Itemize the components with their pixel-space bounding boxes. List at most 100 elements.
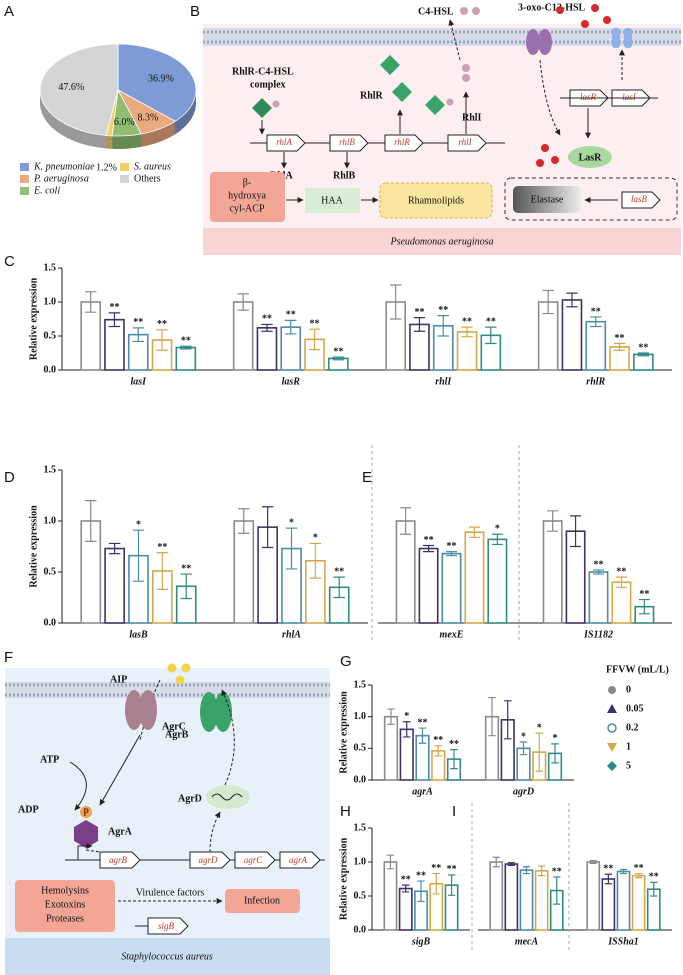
error-bar xyxy=(434,745,443,757)
bar xyxy=(398,887,413,931)
significance: ** xyxy=(333,346,343,357)
significance: ** xyxy=(438,305,448,316)
error-bar xyxy=(592,569,605,575)
bar xyxy=(631,874,646,931)
significance: ** xyxy=(401,874,411,885)
bar xyxy=(383,861,398,931)
error-bar xyxy=(261,323,273,332)
significance: ** xyxy=(615,333,625,344)
significance: ** xyxy=(486,316,496,327)
legend-label: Others xyxy=(134,173,161,184)
label: ADP xyxy=(18,804,39,815)
y-tick-label: 0.0 xyxy=(44,617,57,628)
significance: ** xyxy=(616,566,626,577)
significance: ** xyxy=(157,319,167,330)
legend-label: K. pneumoniae xyxy=(33,161,95,172)
error-bar xyxy=(108,312,121,328)
gene-arrow xyxy=(329,134,369,152)
error-bar xyxy=(638,598,650,615)
legend-label: P. aeruginosa xyxy=(33,173,89,184)
bar xyxy=(464,531,485,624)
significance: * xyxy=(537,722,542,733)
label: RhlR-C4-HSL xyxy=(232,66,294,77)
x-tick-label: agrA xyxy=(412,786,433,797)
molecule xyxy=(556,6,564,14)
label: HAA xyxy=(321,195,343,206)
error-bar xyxy=(635,872,643,879)
agrd-icon xyxy=(206,785,250,809)
error-bar xyxy=(503,700,512,740)
significance: ** xyxy=(109,302,119,313)
molecule xyxy=(175,675,185,685)
panel-letter: G xyxy=(340,653,352,670)
gene-arrow xyxy=(621,191,661,209)
panel-letter: H xyxy=(340,803,351,820)
x-tick-label: lasB xyxy=(129,629,148,640)
gene-arrow xyxy=(266,134,306,152)
x-tick-label: rhlR xyxy=(586,376,605,387)
panel-letter: E xyxy=(362,469,372,486)
label: hydroxya xyxy=(228,190,266,201)
significance: * xyxy=(136,519,141,530)
significance: ** xyxy=(649,872,659,883)
error-bar xyxy=(387,708,395,725)
bar xyxy=(383,715,399,781)
arrow xyxy=(539,59,561,136)
molecule xyxy=(181,663,191,673)
error-bar xyxy=(519,741,528,756)
label: Elastase xyxy=(531,194,564,205)
molecule xyxy=(581,20,589,28)
label: Rhamnolipids xyxy=(408,195,464,206)
bar xyxy=(104,547,125,624)
legend-label: 5 xyxy=(626,760,631,771)
y-tick-label: 0.5 xyxy=(44,566,57,577)
rhlr-icon xyxy=(425,95,445,115)
bar xyxy=(175,346,197,371)
label: AgrB xyxy=(165,729,189,740)
error-bar xyxy=(507,862,515,866)
error-bar xyxy=(491,533,503,546)
value-label: 8.3% xyxy=(138,112,159,123)
significance: ** xyxy=(431,863,441,874)
label: ATP xyxy=(40,754,59,765)
arrow xyxy=(448,19,461,61)
error-bar xyxy=(285,527,298,570)
error-bar xyxy=(180,573,192,600)
error-bar xyxy=(570,515,582,548)
error-bar xyxy=(619,868,628,875)
significance: * xyxy=(495,524,500,535)
bar xyxy=(611,581,632,624)
molecule xyxy=(591,4,599,12)
label: Exotoxins xyxy=(45,899,86,910)
significance: ** xyxy=(447,864,457,875)
phosphate xyxy=(80,806,92,818)
arrow xyxy=(99,734,141,806)
significance: * xyxy=(521,731,526,742)
transporter xyxy=(612,28,620,48)
bar xyxy=(519,869,534,931)
panel-letter: B xyxy=(190,3,200,20)
significance: * xyxy=(553,733,558,744)
error-bar xyxy=(402,721,411,738)
error-bar xyxy=(108,542,121,555)
significance: ** xyxy=(449,739,459,750)
gene: rhlB xyxy=(339,137,355,147)
box xyxy=(15,880,115,932)
error-bar xyxy=(180,345,192,350)
legend-swatch xyxy=(120,175,129,183)
value-label: 36.9% xyxy=(148,73,174,84)
panel-letter: A xyxy=(4,3,14,20)
molecule xyxy=(446,98,454,106)
error-bar xyxy=(445,551,458,557)
x-tick-label: rhlA xyxy=(282,629,301,640)
channel xyxy=(200,692,218,732)
bar xyxy=(441,552,462,624)
significance: * xyxy=(404,711,409,722)
diagram-b: C4-HSL 3-oxo-C12-HSL RhlR-C4-HSL complex… xyxy=(203,2,681,255)
significance: * xyxy=(289,517,294,528)
legend-marker xyxy=(607,761,617,771)
error-bar xyxy=(485,326,497,345)
label: P xyxy=(83,807,89,818)
x-tick-label: IS1182 xyxy=(583,629,613,640)
pie-slice xyxy=(39,43,119,136)
